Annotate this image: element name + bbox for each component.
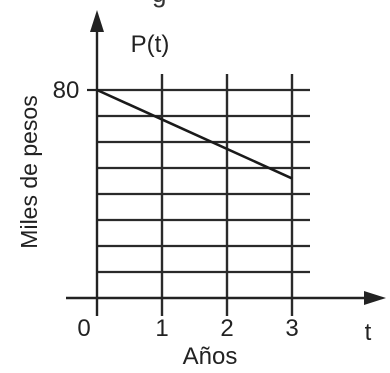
- series-line: [96, 88, 293, 180]
- x-tick-label: 2: [220, 315, 233, 342]
- cropped-caption-text: g: [152, 0, 166, 8]
- function-label: P(t): [131, 31, 170, 58]
- x-axis-label: Años: [183, 343, 238, 370]
- x-axis-arrow: [364, 291, 386, 305]
- axes: [66, 10, 386, 316]
- x-tick-labels: 1 2 3: [155, 315, 298, 342]
- series-layer: [96, 88, 293, 180]
- x-tick-label: 1: [155, 315, 168, 342]
- x-tick-label: 3: [285, 315, 298, 342]
- y-tick-label: 80: [53, 77, 80, 104]
- cropped-caption-fragment: g: [0, 0, 390, 8]
- origin-label: 0: [77, 315, 90, 342]
- y-tick-labels: 80: [53, 77, 80, 104]
- grid: [97, 74, 310, 316]
- y-axis-arrow: [90, 10, 104, 32]
- y-axis-label: Miles de pesos: [16, 95, 42, 248]
- x-axis-symbol: t: [365, 319, 372, 346]
